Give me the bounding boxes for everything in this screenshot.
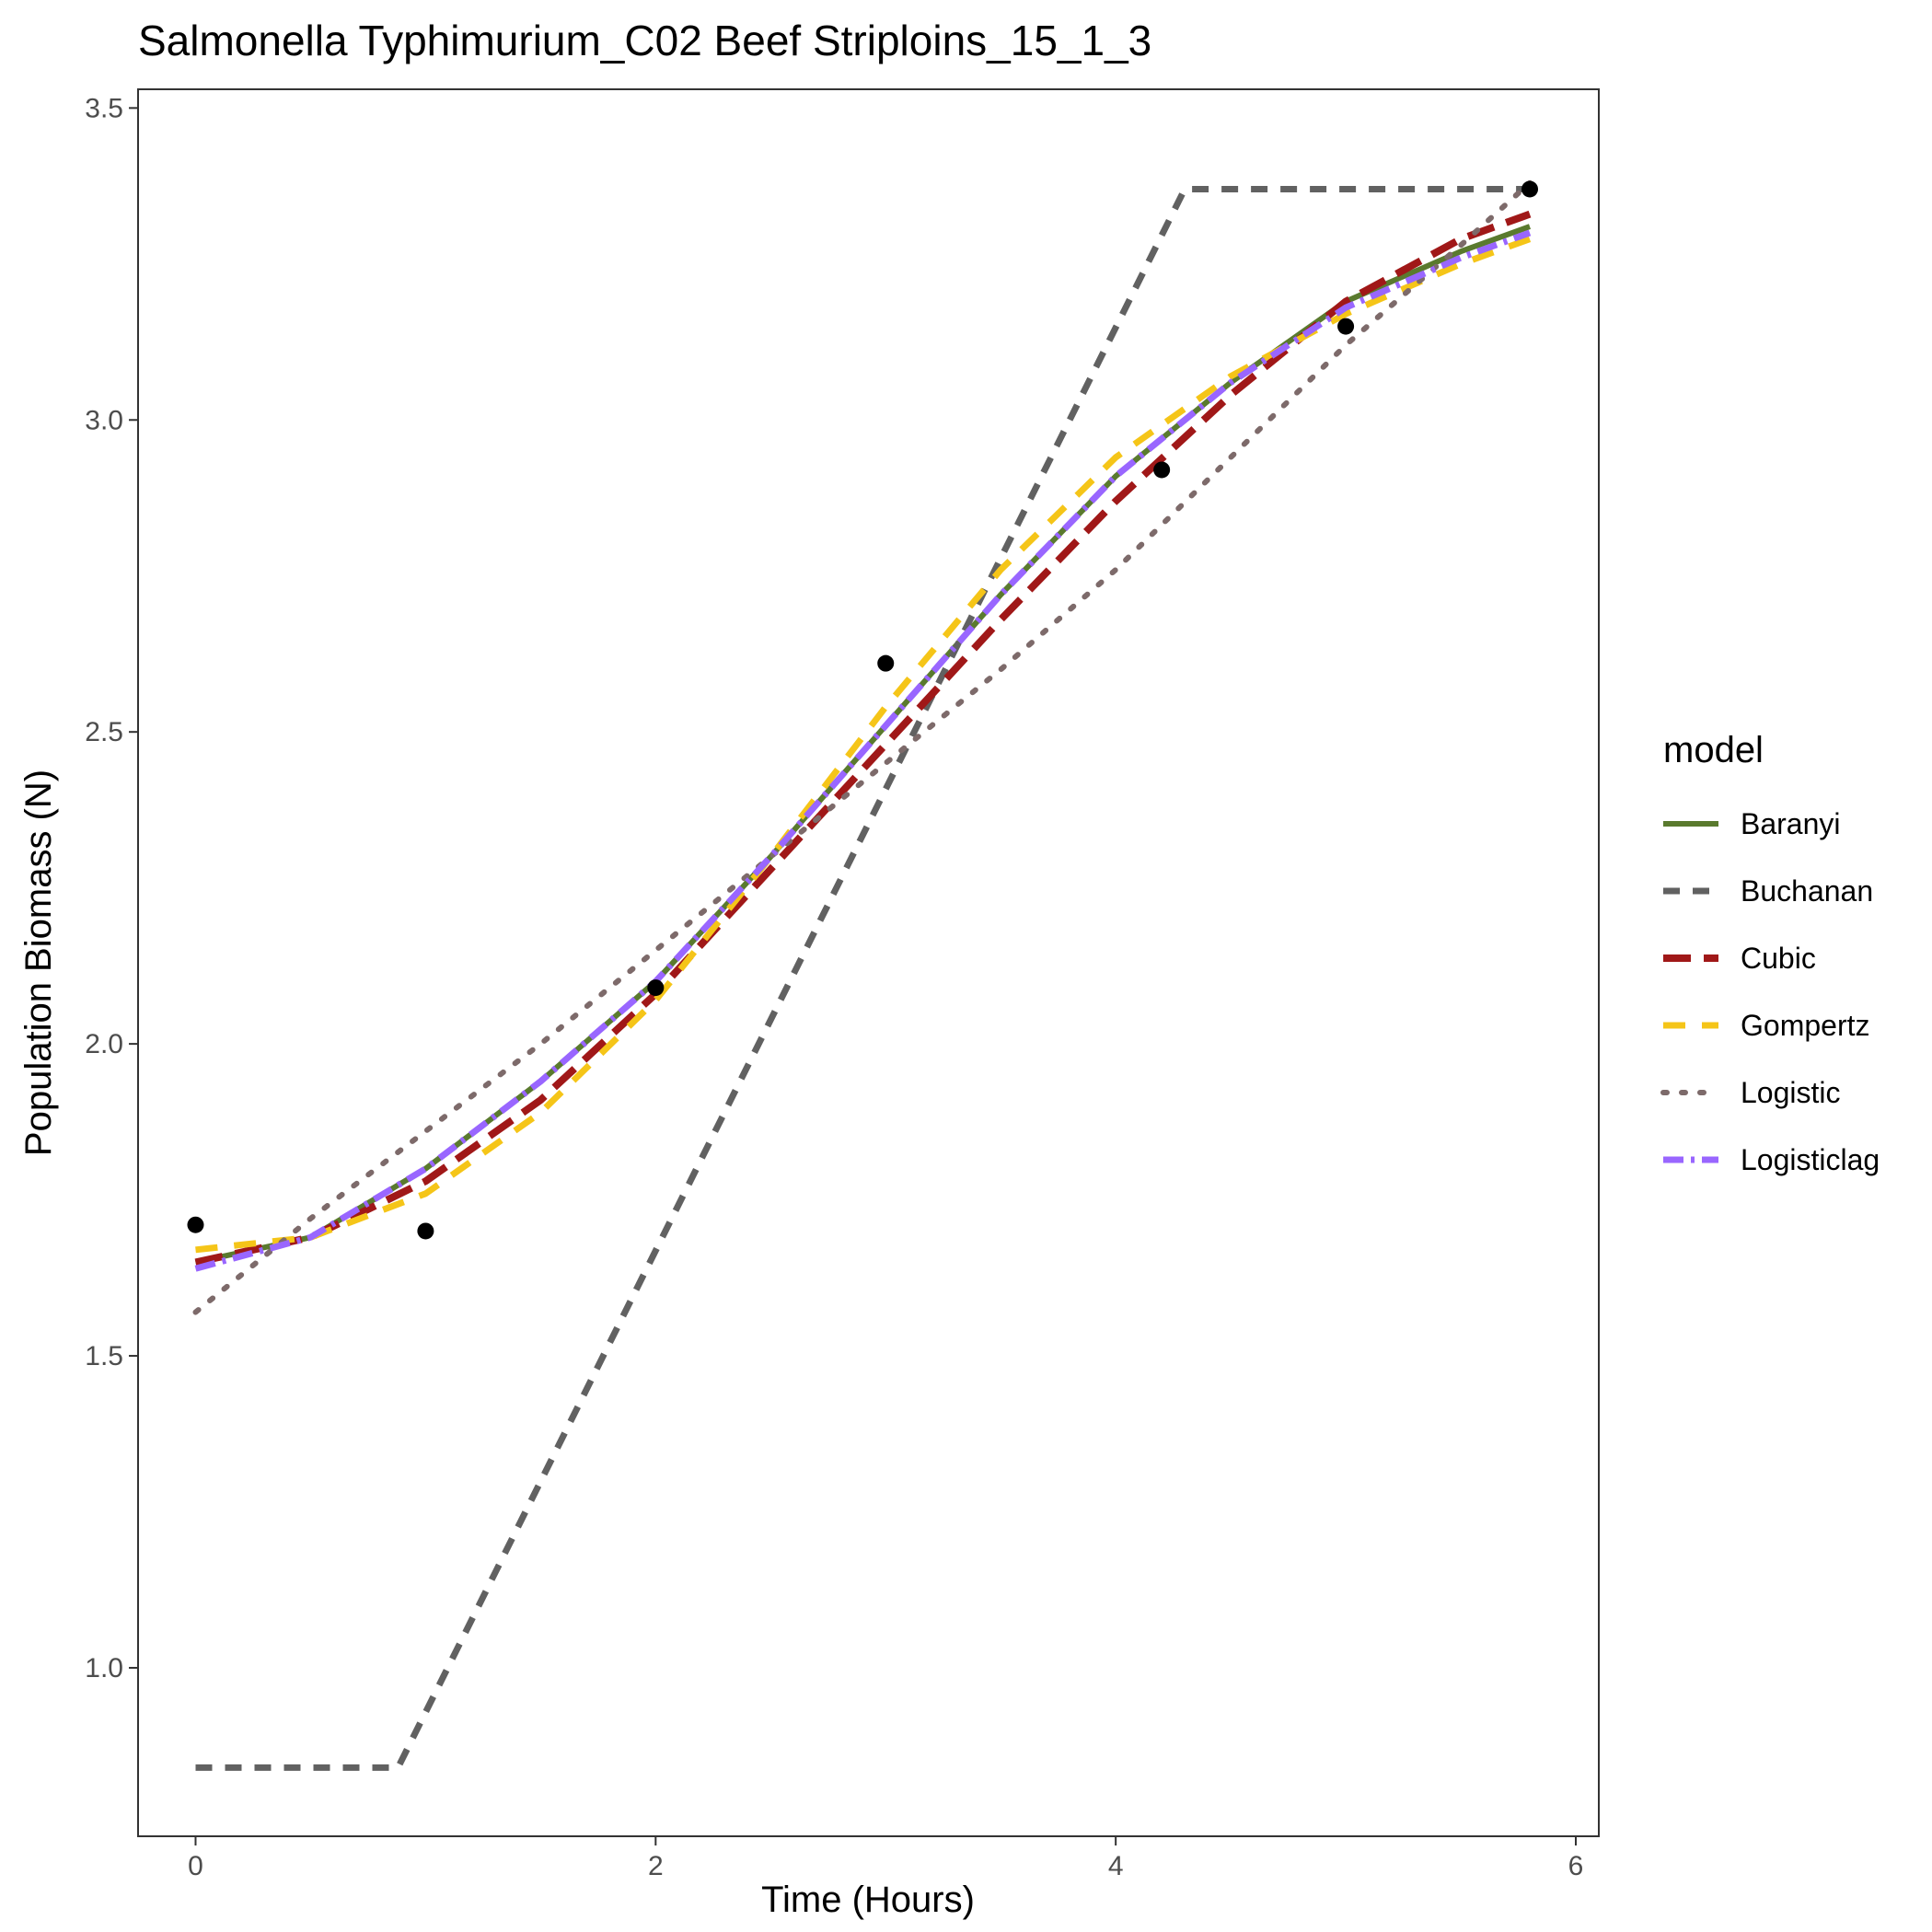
legend-item-logisticlag: Logisticlag [1663,1143,1880,1176]
series-line-gompertz [195,236,1532,1254]
data-point [187,1216,204,1233]
data-point [647,979,665,997]
data-point [877,654,895,672]
legend-label: Buchanan [1741,874,1873,908]
data-point [417,1222,434,1240]
x-axis-title: Time (Hours) [761,1880,975,1920]
data-point [1521,180,1539,198]
series-line-logistic [192,179,1533,1315]
y-tick-label: 2.0 [85,1029,123,1059]
y-tick-label: 1.5 [85,1341,123,1371]
x-tick-label: 6 [1568,1851,1584,1881]
legend-label: Logistic [1741,1076,1841,1109]
legend-title: model [1663,730,1764,770]
y-tick-label: 3.0 [85,405,123,435]
y-tick-label: 2.5 [85,717,123,747]
y-tick-label: 3.5 [85,93,123,123]
legend-label: Cubic [1741,942,1816,975]
legend-item-buchanan: Buchanan [1663,874,1873,908]
legend: model Baranyi Buchanan Cubic Gompertz Logist… [1660,730,1880,1176]
y-axis: 1.0 1.5 2.0 2.5 3.0 3.5 [85,93,138,1683]
data-point [1153,461,1171,479]
legend-label: Logisticlag [1741,1143,1880,1176]
plot-panel [137,88,1600,1837]
data-point [1337,318,1355,335]
legend-label: Gompertz [1741,1009,1869,1042]
chart-title: Salmonella Typhimurium_C02 Beef Striploi… [138,17,1151,64]
series-line-cubic [194,210,1532,1267]
x-tick-label: 2 [648,1851,664,1881]
series-line-buchanan [195,186,1530,1771]
plot-area [137,88,1600,1837]
points-layer [187,180,1539,1240]
series-line-logisticlag [194,229,1532,1272]
legend-item-gompertz: Gompertz [1663,1009,1869,1042]
legend-item-baranyi: Baranyi [1663,807,1841,840]
x-axis: 0 2 4 6 [188,1836,1583,1881]
series-layer [192,179,1533,1771]
legend-items: Baranyi Buchanan Cubic Gompertz Logistic Logi… [1660,807,1880,1176]
y-axis-title: Population Biomass (N) [18,769,59,1156]
legend-label: Baranyi [1741,807,1841,840]
y-tick-label: 1.0 [85,1653,123,1683]
legend-item-logistic: Logistic [1660,1076,1841,1109]
legend-item-cubic: Cubic [1663,942,1816,975]
x-tick-label: 0 [188,1851,203,1881]
x-tick-label: 4 [1108,1851,1124,1881]
